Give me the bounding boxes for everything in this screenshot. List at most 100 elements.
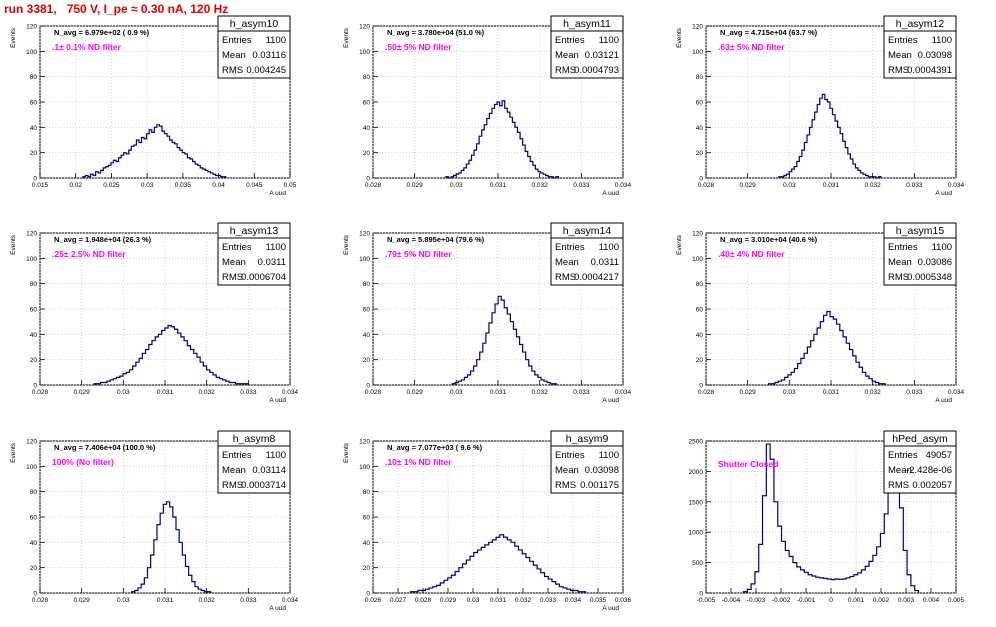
x-axis-label: A uud — [935, 397, 952, 404]
navg-label: N_avg = 5.895e+04 (79.6 %) — [387, 235, 485, 244]
filter-annotation: .25± 2.5% ND filter — [52, 249, 126, 259]
histogram-line — [409, 534, 587, 593]
stats-mean-value: 0.03121 — [585, 50, 619, 61]
stats-rms-label: RMS — [888, 272, 909, 283]
x-tick-label: 0.034 — [282, 597, 299, 604]
y-tick-label: 20 — [696, 357, 704, 364]
x-tick-label: 0.031 — [157, 389, 174, 396]
stats-mean-value: 0.03116 — [252, 50, 286, 61]
x-tick-label: 0.028 — [365, 389, 382, 396]
x-tick-label: 0.02 — [69, 182, 82, 189]
y-tick-label: 60 — [363, 100, 371, 107]
y-axis-label: Events — [676, 234, 683, 255]
y-tick-label: 0 — [366, 591, 370, 598]
stats-mean-label: Mean — [888, 465, 912, 476]
y-tick-label: 60 — [363, 307, 371, 314]
x-tick-label: 0.028 — [32, 597, 49, 604]
x-tick-label: 0.029 — [74, 597, 91, 604]
stats-rms-label: RMS — [222, 272, 243, 283]
x-tick-label: -0.003 — [747, 597, 766, 604]
y-tick-label: 100 — [26, 256, 37, 263]
y-tick-label: 100 — [26, 49, 37, 56]
y-tick-label: 40 — [696, 125, 704, 132]
y-tick-label: 40 — [363, 332, 371, 339]
stats-rms-value: 0.001175 — [580, 480, 619, 491]
x-tick-label: 0.033 — [240, 597, 257, 604]
y-tick-label: 0 — [699, 383, 703, 390]
y-tick-label: 0 — [33, 383, 37, 390]
y-tick-label: 20 — [696, 150, 704, 157]
histogram-line — [445, 100, 560, 179]
x-tick-label: 0.033 — [906, 389, 923, 396]
stats-rms-value: 0.0004391 — [907, 65, 952, 76]
stats-entries-value: 1100 — [266, 35, 286, 46]
x-tick-label: 0.035 — [175, 182, 192, 189]
y-tick-label: 80 — [696, 281, 704, 288]
y-tick-label: 20 — [363, 150, 371, 157]
y-axis-label: Events — [343, 442, 350, 463]
stats-entries-label: Entries — [222, 450, 252, 461]
x-tick-label: 0.03 — [783, 182, 796, 189]
x-tick-label: 0.005 — [948, 597, 965, 604]
x-tick-label: 0.029 — [74, 389, 91, 396]
y-tick-label: 20 — [30, 150, 38, 157]
stats-entries-label: Entries — [888, 242, 918, 253]
y-tick-label: 2500 — [689, 439, 704, 446]
y-tick-label: 60 — [363, 515, 371, 522]
y-tick-label: 500 — [692, 560, 703, 567]
x-tick-label: 0.025 — [103, 182, 120, 189]
y-tick-label: 0 — [699, 591, 703, 598]
histogram-h_asym15: 0.028 0.029 0.03 0.031 0.032 0.033 0.034 0 20 40 6… — [676, 222, 965, 404]
x-tick-label: 0.05 — [284, 182, 297, 189]
x-tick-label: 0.033 — [540, 597, 557, 604]
navg-label: N_avg = 3.010e+04 (40.6 %) — [720, 235, 818, 244]
y-tick-label: 80 — [363, 281, 371, 288]
x-tick-label: 0.03 — [450, 389, 463, 396]
x-tick-label: 0.033 — [906, 182, 923, 189]
x-tick-label: 0.033 — [573, 389, 590, 396]
histogram-h_asym13: 0.028 0.029 0.03 0.031 0.032 0.033 0.034 0 20 40 6… — [10, 222, 299, 404]
stats-mean-label: Mean — [555, 465, 579, 476]
x-tick-label: 0.029 — [440, 597, 457, 604]
y-tick-label: 40 — [30, 540, 38, 547]
filter-annotation: .40± 4% ND filter — [718, 249, 785, 259]
stats-box — [550, 430, 624, 494]
navg-label: N_avg = 4.715e+04 (63.7 %) — [720, 28, 818, 37]
y-tick-label: 60 — [30, 100, 38, 107]
x-tick-label: 0.031 — [490, 597, 507, 604]
y-tick-label: 80 — [30, 489, 38, 496]
x-tick-label: 0.029 — [740, 389, 757, 396]
stats-mean-label: Mean — [555, 50, 579, 61]
y-tick-label: 120 — [26, 24, 37, 31]
x-tick-label: 0.004 — [923, 597, 940, 604]
navg-label: N_avg = 7.406e+04 (100.0 %) — [54, 443, 156, 452]
y-tick-label: 60 — [30, 307, 38, 314]
x-tick-label: 0.034 — [282, 389, 299, 396]
x-tick-label: 0.032 — [199, 597, 216, 604]
x-tick-label: 0.033 — [573, 182, 590, 189]
y-tick-label: 120 — [692, 24, 703, 31]
stats-box — [217, 430, 291, 494]
stats-rms-label: RMS — [222, 65, 243, 76]
y-tick-label: 20 — [30, 357, 38, 364]
stats-entries-value: 49057 — [926, 450, 952, 461]
stats-box — [550, 15, 624, 79]
y-axis-label: Events — [676, 27, 683, 48]
stats-title: h_asym13 — [230, 225, 279, 237]
stats-box — [550, 222, 624, 286]
y-tick-label: 80 — [363, 489, 371, 496]
y-tick-label: 80 — [696, 74, 704, 81]
stats-entries-value: 1100 — [599, 450, 619, 461]
run-title: run 3381, 750 V, I_pe ≈ 0.30 nA, 120 Hz — [4, 2, 229, 16]
x-tick-label: 0.029 — [407, 182, 424, 189]
y-tick-label: 100 — [359, 256, 370, 263]
stats-title: h_asym10 — [230, 18, 279, 30]
y-tick-label: 0 — [33, 176, 37, 183]
x-tick-label: 0.031 — [823, 182, 840, 189]
stats-title: h_asym14 — [563, 225, 612, 237]
histogram-h_asym14: 0.028 0.029 0.03 0.031 0.032 0.033 0.034 0 20 40 6… — [343, 222, 632, 404]
stats-mean-label: Mean — [888, 50, 912, 61]
y-tick-label: 100 — [359, 49, 370, 56]
